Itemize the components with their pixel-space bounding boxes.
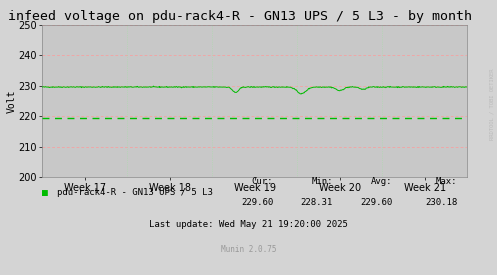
Text: pdu-rack4-R - GN13 UPS / 5 L3: pdu-rack4-R - GN13 UPS / 5 L3 xyxy=(57,188,213,197)
Y-axis label: Volt: Volt xyxy=(6,89,17,113)
Text: 230.18: 230.18 xyxy=(425,198,457,207)
Text: Munin 2.0.75: Munin 2.0.75 xyxy=(221,245,276,254)
Text: RRDTOOL / TOBI OETIKER: RRDTOOL / TOBI OETIKER xyxy=(490,69,495,140)
Text: Cur:: Cur: xyxy=(252,177,273,186)
Text: Last update: Wed May 21 19:20:00 2025: Last update: Wed May 21 19:20:00 2025 xyxy=(149,220,348,229)
Text: ■: ■ xyxy=(42,188,48,197)
Text: PDU infeed voltage on pdu-rack4-R - GN13 UPS / 5 L3 - by month: PDU infeed voltage on pdu-rack4-R - GN13… xyxy=(0,10,472,23)
Text: Min:: Min: xyxy=(312,177,333,186)
Text: 228.31: 228.31 xyxy=(301,198,333,207)
Text: Max:: Max: xyxy=(436,177,457,186)
Text: 229.60: 229.60 xyxy=(360,198,393,207)
Text: 229.60: 229.60 xyxy=(241,198,273,207)
Text: Avg:: Avg: xyxy=(371,177,393,186)
